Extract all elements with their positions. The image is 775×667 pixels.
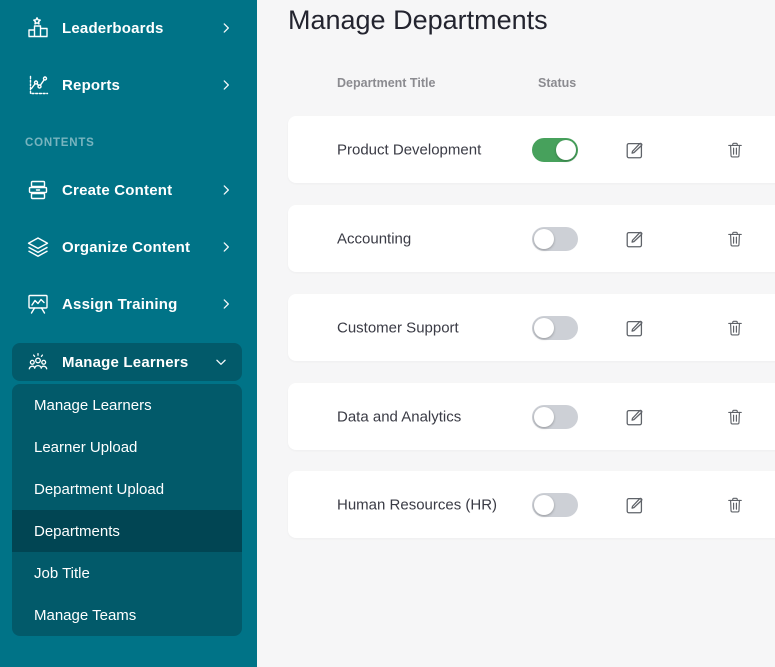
trash-icon [728,320,742,336]
department-title: Product Development [337,141,482,158]
leaderboard-icon [26,16,50,40]
toggle-knob [556,139,576,160]
trash-icon [728,231,742,247]
sidebar-item-label: Reports [62,76,121,94]
submenu-item-departments[interactable]: Departments [12,510,242,552]
edit-icon [626,409,643,425]
trash-icon [728,409,742,425]
chevron-right-icon [219,21,233,35]
page-title: Manage Departments [288,5,548,35]
edit-button[interactable] [624,228,646,250]
main-content: Manage Departments Department Title Stat… [257,0,775,667]
sidebar-item-manage-learners[interactable]: Manage Learners [12,343,242,381]
submenu-item-manage-learners[interactable]: Manage Learners [34,396,152,414]
chevron-down-icon [214,355,228,369]
edit-icon [626,320,643,336]
sidebar-item-assign-training[interactable]: Assign Training [0,285,257,323]
sidebar-item-label: Create Content [62,181,173,199]
toggle-knob [534,406,554,427]
department-title: Customer Support [337,319,459,336]
sidebar-item-label: Leaderboards [62,19,164,37]
sidebar-item-organize-content[interactable]: Organize Content [0,228,257,266]
submenu-item-learner-upload[interactable]: Learner Upload [34,438,138,456]
department-title: Data and Analytics [337,408,462,425]
column-header-status: Status [538,76,577,90]
status-toggle[interactable] [532,492,578,517]
status-toggle[interactable] [532,404,578,429]
edit-icon [626,142,643,158]
sidebar-section-contents: CONTENTS [25,137,95,149]
trash-icon [728,497,742,513]
sidebar-item-reports[interactable]: Reports [0,66,257,104]
status-toggle[interactable] [532,137,578,162]
delete-button[interactable] [725,229,745,249]
toggle-knob [534,494,554,515]
submenu-item-department-upload[interactable]: Department Upload [34,480,165,498]
chevron-right-icon [219,297,233,311]
department-row: Product Development [288,116,775,183]
people-group-icon [26,350,50,374]
status-toggle[interactable] [532,315,578,340]
submenu-item-job-title[interactable]: Job Title [34,564,90,582]
toggle-knob [534,228,554,249]
sidebar-item-label: Organize Content [62,238,191,256]
department-row: Customer Support [288,294,775,361]
department-title: Human Resources (HR) [337,496,498,513]
manage-learners-submenu: Manage Learners Learner Upload Departmen… [12,384,242,636]
sidebar: Leaderboards Reports CONTENTS [0,0,257,667]
sidebar-item-label: Assign Training [62,295,178,313]
chevron-right-icon [219,240,233,254]
submenu-item-manage-teams[interactable]: Manage Teams [34,606,137,624]
chevron-right-icon [219,78,233,92]
trash-icon [728,142,742,158]
chevron-right-icon [219,183,233,197]
edit-button[interactable] [624,494,646,516]
delete-button[interactable] [725,318,745,338]
layers-icon [26,235,50,259]
department-row: Data and Analytics [288,383,775,450]
edit-icon [626,497,643,513]
column-header-department-title: Department Title [337,76,436,90]
presentation-board-icon [26,292,50,316]
department-row: Human Resources (HR) [288,471,775,538]
sidebar-item-create-content[interactable]: Create Content [0,171,257,209]
toggle-knob [534,317,554,338]
edit-button[interactable] [624,317,646,339]
edit-button[interactable] [624,139,646,161]
edit-button[interactable] [624,406,646,428]
delete-button[interactable] [725,140,745,160]
books-stack-icon [26,178,50,202]
delete-button[interactable] [725,407,745,427]
delete-button[interactable] [725,495,745,515]
department-row: Accounting [288,205,775,272]
department-title: Accounting [337,230,412,247]
reports-chart-icon [26,73,50,97]
sidebar-item-leaderboards[interactable]: Leaderboards [0,9,257,47]
edit-icon [626,231,643,247]
sidebar-item-label: Manage Learners [62,353,189,371]
status-toggle[interactable] [532,226,578,251]
